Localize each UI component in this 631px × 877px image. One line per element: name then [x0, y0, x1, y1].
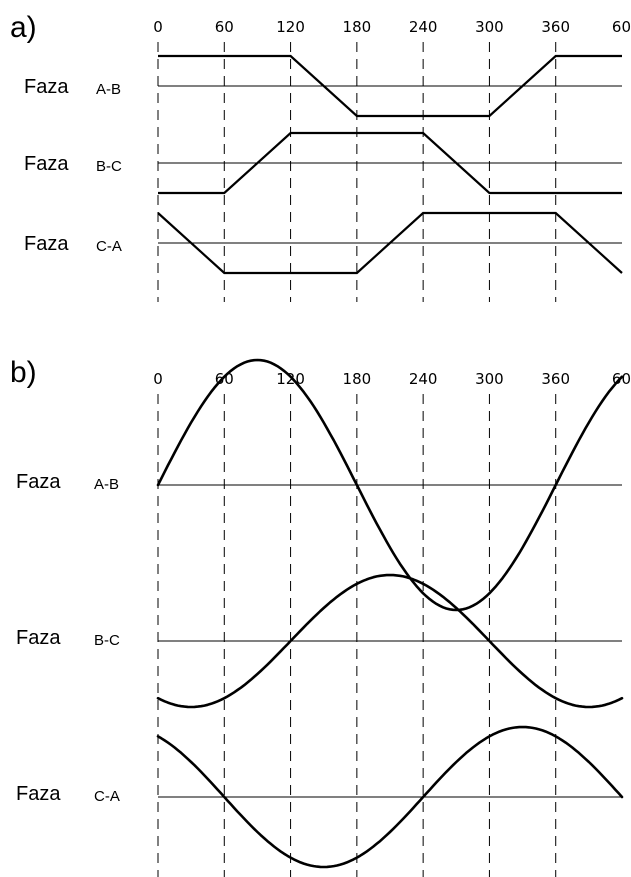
x-tick-label: 0 [153, 18, 163, 36]
series-row-c-a: Faza C-A [24, 211, 623, 275]
x-tick-label: 240 [409, 18, 438, 36]
x-tick-label: 180 [343, 18, 372, 36]
x-tick-label: 60 [215, 18, 234, 36]
x-tick-label: 360 [541, 370, 570, 388]
panel-a-gridlines [157, 42, 557, 302]
x-tick-label: 300 [475, 370, 504, 388]
panel-a-rows: Faza A-B Faza B-C Faza C-A [24, 54, 623, 275]
series-label-phase: A-B [96, 81, 121, 98]
panel-b-rows: Faza A-B Faza B-C Faza C-A [16, 358, 624, 869]
series-waveform [157, 211, 623, 275]
series-label-prefix: Faza [16, 471, 61, 493]
series-label-prefix: Faza [24, 233, 69, 255]
panel-b-gridlines [157, 394, 557, 877]
x-tick-label: 240 [409, 370, 438, 388]
series-label-phase: A-B [94, 476, 119, 493]
series-label-prefix: Faza [16, 783, 61, 805]
x-tick-label: 60 [612, 18, 631, 36]
x-tick-label: 120 [276, 370, 305, 388]
panel-b-tag: b) [10, 356, 37, 389]
x-tick-label: 360 [541, 18, 570, 36]
series-waveform [156, 573, 624, 709]
series-row-c-a: Faza C-A [16, 725, 624, 869]
series-label-prefix: Faza [16, 627, 61, 649]
series-row-b-c: Faza B-C [16, 573, 624, 709]
series-label-phase: B-C [94, 632, 120, 649]
panel-a-tick-labels: 0 60 120 180 240 300 360 60 [153, 18, 631, 36]
x-tick-label: 180 [343, 370, 372, 388]
series-label-phase: C-A [94, 788, 120, 805]
x-tick-label: 300 [475, 18, 504, 36]
series-waveform [156, 725, 624, 869]
series-label-prefix: Faza [24, 153, 69, 175]
series-label-prefix: Faza [24, 76, 69, 98]
x-tick-label: 120 [276, 18, 305, 36]
panel-b-tick-labels: 0 60 120 180 240 300 360 60 [153, 370, 631, 388]
series-row-a-b: Faza A-B [16, 358, 624, 612]
series-row-b-c: Faza B-C [24, 131, 622, 195]
series-label-phase: B-C [96, 158, 122, 175]
series-row-a-b: Faza A-B [24, 54, 622, 118]
x-tick-label: 0 [153, 370, 163, 388]
series-waveform [158, 54, 622, 118]
series-waveform [156, 358, 624, 612]
series-label-phase: C-A [96, 238, 122, 255]
series-waveform [158, 131, 622, 195]
panel-a-tag: a) [10, 11, 37, 44]
